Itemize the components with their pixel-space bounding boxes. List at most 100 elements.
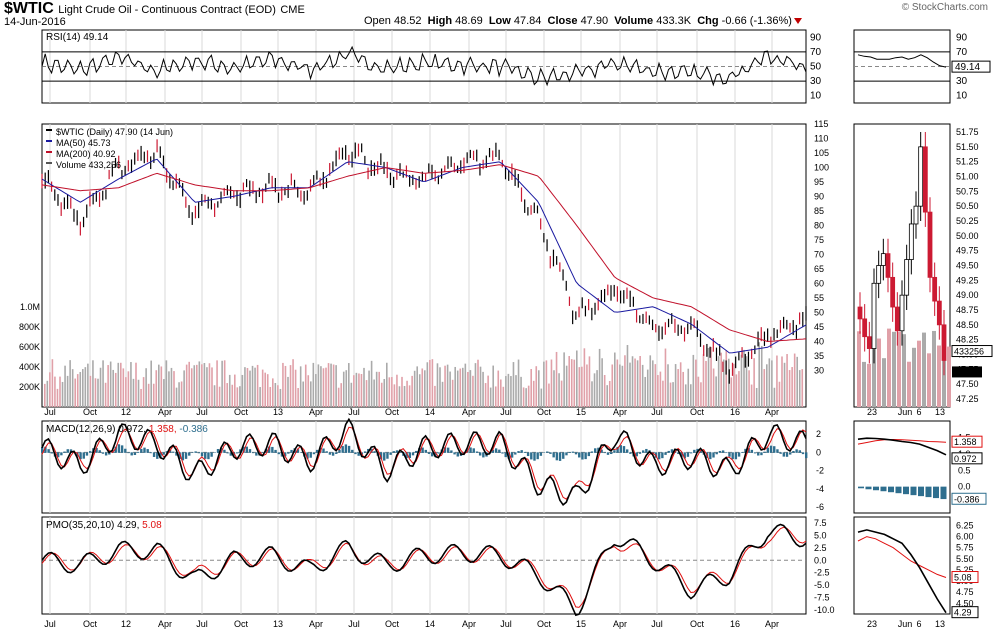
macd-histogram-bar	[728, 452, 731, 457]
macd-histogram-bar	[319, 447, 322, 453]
macd-histogram-bar	[619, 445, 622, 453]
macd-histogram-bar	[114, 446, 117, 453]
volume-bar	[593, 373, 596, 407]
volume-bar	[264, 372, 266, 407]
macd-histogram-bar	[299, 452, 303, 453]
zoom-x-tick: 13	[935, 407, 945, 417]
macd-histogram-bar	[773, 446, 776, 453]
macd-histogram-bar	[242, 446, 245, 453]
price-legend-item: $WTIC (Daily) 47.90 (14 Jun)	[56, 127, 173, 137]
pmo-y-tick: -10.0	[814, 605, 835, 615]
volume-bar	[543, 361, 545, 407]
macd-histogram-bar	[271, 446, 274, 453]
zoom-price-tick: 49.00	[956, 290, 979, 300]
volume-bar	[150, 360, 152, 407]
volume-bar	[54, 376, 56, 407]
price-panel	[41, 123, 807, 408]
volume-bar	[614, 352, 616, 407]
macd-histogram-bar	[331, 452, 335, 456]
volume-bar	[188, 361, 190, 407]
macd-histogram-bar	[805, 452, 808, 459]
volume-bar	[132, 378, 135, 407]
price-y-tick: 70	[814, 250, 824, 260]
price-y-tick: 80	[814, 221, 824, 231]
zoom-macd-hist	[895, 486, 902, 494]
volume-bar	[373, 379, 375, 407]
volume-bar	[196, 364, 198, 407]
volume-bar	[312, 362, 315, 407]
volume-bar	[221, 360, 223, 407]
macd-histogram-bar	[248, 449, 252, 453]
volume-bar	[484, 383, 487, 407]
volume-bar	[720, 352, 722, 407]
volume-bar	[61, 381, 64, 407]
volume-bar	[601, 358, 603, 407]
macd-histogram-bar	[469, 447, 472, 453]
macd-histogram-bar	[520, 450, 523, 453]
volume-bar	[49, 372, 51, 407]
volume-bar	[603, 375, 606, 407]
volume-bar	[216, 360, 218, 407]
zoom-price-tick: 51.25	[956, 157, 979, 167]
zoom-volume-bar	[897, 331, 901, 407]
macd-histogram-bar	[456, 452, 459, 457]
price-x-tick: Oct	[537, 407, 552, 417]
macd-histogram-bar	[207, 452, 210, 460]
volume-bar	[454, 366, 456, 407]
zoom-price-tick: 50.00	[956, 231, 979, 241]
zoom-volume-bar	[902, 334, 906, 407]
zoom-candle-body	[922, 146, 928, 213]
macd-histogram-bar	[82, 452, 85, 459]
macd-histogram-bar	[565, 452, 568, 456]
macd-histogram-bar	[133, 452, 137, 456]
volume-bar	[489, 387, 492, 407]
volume-bar	[178, 382, 180, 407]
macd-histogram-bar	[453, 452, 456, 455]
volume-bar	[418, 374, 421, 407]
volume-bar	[682, 371, 684, 407]
zoom-price-tick: 50.75	[956, 186, 979, 196]
pmo-y-tick: 0.0	[814, 555, 827, 565]
volume-bar	[236, 387, 239, 407]
close-value: 47.90	[580, 15, 609, 27]
macd-histogram-bar	[686, 452, 690, 457]
price-x-tick: Jul	[500, 407, 512, 417]
zoom-macd-hist	[940, 486, 947, 500]
zoom-candle-body	[857, 306, 863, 320]
pmo-y-tick: -5.0	[814, 580, 830, 590]
volume-bar	[750, 384, 753, 407]
macd-histogram-bar	[677, 452, 680, 454]
volume-bar	[335, 365, 337, 407]
volume-bar	[142, 377, 145, 407]
macd-histogram-bar	[555, 452, 559, 461]
volume-bar	[168, 371, 170, 407]
macd-histogram-bar	[424, 449, 427, 453]
volume-bar	[337, 387, 340, 407]
macd-histogram-bar	[223, 449, 226, 453]
macd-y-tick: -4	[816, 484, 824, 494]
volume-bar	[112, 369, 114, 407]
macd-histogram-bar	[437, 452, 440, 454]
macd-histogram-bar	[117, 444, 121, 453]
macd-histogram-bar	[194, 451, 197, 453]
volume-bar	[180, 381, 183, 407]
volume-bar	[102, 360, 104, 407]
macd-histogram-bar	[120, 445, 124, 453]
price-x-tick: Oct	[83, 407, 98, 417]
volume-bar	[730, 377, 733, 407]
volume-bar	[434, 385, 436, 407]
volume-bar	[697, 376, 700, 407]
volume-bar	[596, 370, 598, 407]
volume-bar	[304, 364, 307, 407]
macd-histogram-bar	[549, 452, 552, 454]
volume-y-tick: 800K	[19, 322, 40, 332]
volume-bar	[788, 370, 791, 407]
macd-histogram-bar	[79, 452, 82, 460]
volume-bar	[140, 388, 142, 407]
volume-bar	[758, 342, 760, 407]
zoom-candle-body	[871, 282, 877, 349]
macd-histogram-bar	[140, 448, 143, 453]
macd-histogram-bar	[629, 452, 632, 454]
volume-bar	[690, 384, 692, 407]
zoom-close-tag	[952, 366, 982, 378]
